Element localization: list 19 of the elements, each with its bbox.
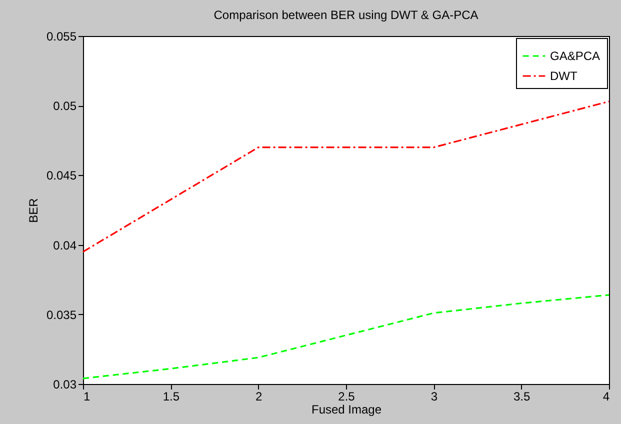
- legend-label: DWT: [550, 69, 578, 83]
- x-tick-label: 3.5: [513, 390, 530, 404]
- x-tick-label: 2: [255, 390, 262, 404]
- y-tick-label: 0.04: [53, 238, 77, 252]
- y-axis-title: BER: [26, 198, 40, 223]
- x-tick-label: 1: [84, 390, 90, 404]
- y-tick-label: 0.05: [53, 99, 77, 114]
- x-tick-label: 4: [602, 390, 610, 404]
- legend-label: GA&PCA: [550, 49, 600, 63]
- y-tick-label: 0.055: [46, 30, 77, 44]
- line-series: [82, 294, 610, 380]
- x-tick-label: 1.5: [162, 390, 180, 404]
- x-tick-label: 3: [430, 390, 438, 404]
- chart-title: Comparison between BER using DWT & GA-PCA: [214, 8, 478, 22]
- y-tick-label: 0.035: [46, 308, 77, 322]
- y-tick-label: 0.045: [46, 168, 77, 183]
- x-tick-label: 2.5: [338, 390, 356, 404]
- y-tick-label: 0.03: [53, 378, 77, 392]
- x-axis-title: Fused Image: [311, 402, 382, 416]
